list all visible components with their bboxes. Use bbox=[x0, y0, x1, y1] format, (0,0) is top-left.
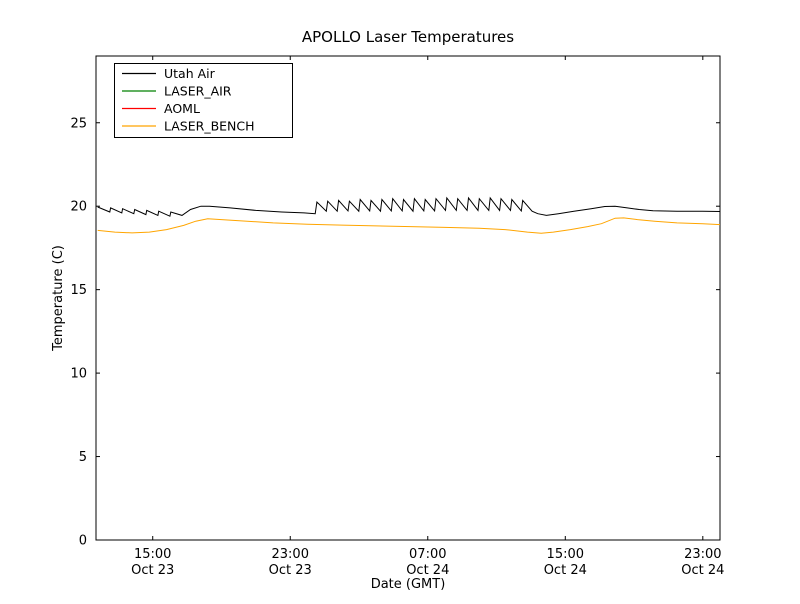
y-tick-label: 20 bbox=[70, 200, 87, 215]
y-tick-label: 15 bbox=[70, 283, 87, 298]
y-tick-label: 0 bbox=[79, 534, 87, 549]
x-tick-label-time: 15:00 bbox=[547, 547, 584, 562]
x-tick-label-date: Oct 24 bbox=[544, 563, 587, 578]
legend-box bbox=[114, 63, 293, 138]
x-tick-label-time: 23:00 bbox=[272, 547, 309, 562]
legend-label-laser-air: LASER_AIR bbox=[164, 84, 232, 99]
legend: Utah Air LASER_AIR AOML LASER_BENCH bbox=[114, 63, 293, 138]
x-tick-label-date: Oct 23 bbox=[269, 563, 312, 578]
y-axis-label: Temperature (C) bbox=[51, 245, 66, 352]
series-lines bbox=[97, 196, 721, 234]
x-tick-label-date: Oct 24 bbox=[406, 563, 449, 578]
x-tick-label-time: 15:00 bbox=[134, 547, 171, 562]
y-tick-label: 25 bbox=[70, 116, 87, 131]
series-line-utah-air bbox=[97, 196, 721, 217]
y-tick-label: 5 bbox=[79, 450, 87, 465]
x-tick-label-time: 23:00 bbox=[684, 547, 721, 562]
x-axis-label: Date (GMT) bbox=[371, 577, 446, 592]
legend-label-utah-air: Utah Air bbox=[164, 66, 216, 81]
y-tick-label: 10 bbox=[70, 367, 87, 382]
legend-label-laser-bench: LASER_BENCH bbox=[164, 119, 255, 134]
chart-title: APOLLO Laser Temperatures bbox=[302, 28, 514, 46]
series-line-laser-bench bbox=[97, 217, 721, 234]
legend-label-aoml: AOML bbox=[164, 101, 200, 116]
x-tick-label-time: 07:00 bbox=[409, 547, 446, 562]
x-tick-label-date: Oct 24 bbox=[681, 563, 724, 578]
x-tick-label-date: Oct 23 bbox=[131, 563, 174, 578]
